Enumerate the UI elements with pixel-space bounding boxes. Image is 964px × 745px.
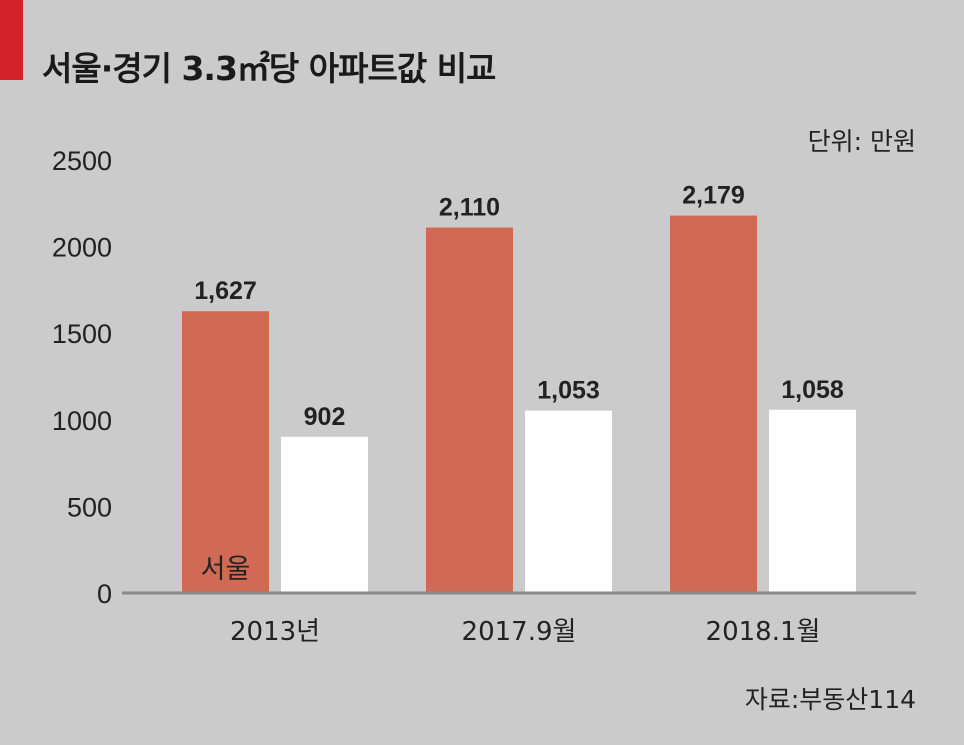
data-label: 1,053 — [537, 377, 600, 405]
x-category-label: 2017.9월 — [462, 617, 577, 647]
y-tick-label: 2000 — [52, 233, 112, 263]
bar-seoul — [426, 227, 513, 593]
x-category-label: 2013년 — [230, 617, 320, 647]
source-label: 자료:부동산114 — [744, 685, 916, 714]
title-accent-bar — [0, 0, 23, 80]
y-tick-label: 2500 — [52, 146, 112, 176]
unit-label: 단위: 만원 — [807, 127, 916, 156]
bar-series2 — [769, 409, 856, 593]
data-label: 1,058 — [781, 376, 844, 404]
data-label: 2,110 — [439, 194, 500, 222]
data-label: 902 — [304, 403, 346, 431]
bar-seoul — [670, 215, 757, 593]
data-label: 2,179 — [682, 182, 745, 210]
x-category-label: 2018.1월 — [706, 617, 821, 647]
y-tick-label: 0 — [97, 579, 112, 609]
bar-series2 — [281, 436, 368, 593]
bar-series2 — [525, 410, 612, 593]
y-tick-label: 1000 — [52, 406, 112, 436]
data-label: 1,627 — [194, 277, 257, 305]
series-label-seoul: 서울 — [201, 554, 251, 585]
chart-title: 서울·경기 3.3㎡당 아파트값 비교 — [42, 49, 496, 88]
y-tick-label: 1500 — [52, 319, 112, 349]
y-tick-label: 500 — [67, 492, 112, 522]
bar-seoul — [182, 311, 269, 593]
